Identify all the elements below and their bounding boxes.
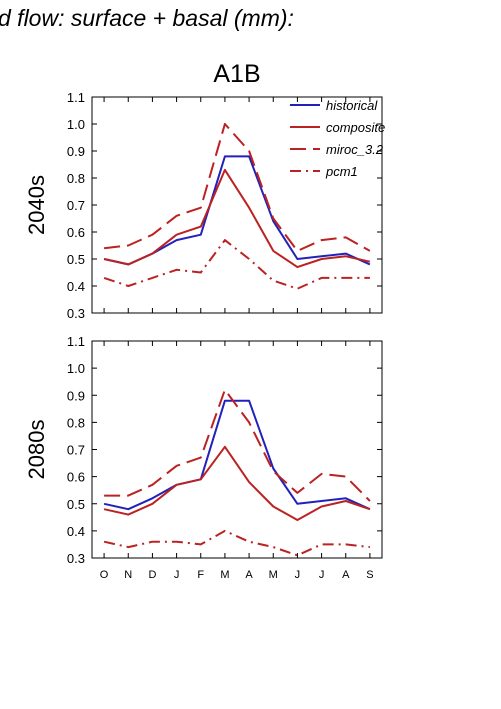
y-tick-label: 0.3 — [67, 551, 85, 566]
x-tick-label: S — [366, 569, 373, 581]
plot-frame — [91, 340, 383, 559]
y-tick-label: 1.1 — [67, 334, 85, 349]
y-tick-label: 0.6 — [67, 225, 85, 240]
chart-panel-2040s: 0.3 0.4 0.5 0.6 0.7 0.8 0.9 1.0 1.1 2040s historic… — [24, 90, 385, 321]
y-tick-label: 1.0 — [67, 117, 85, 132]
y-tick-label: 0.6 — [67, 470, 85, 485]
figure-header: d flow: surface + basal (mm): — [0, 5, 294, 31]
scenario-title: A1B — [213, 60, 260, 88]
y-tick-label: 0.4 — [67, 279, 85, 294]
y-tick-label: 0.9 — [67, 388, 85, 403]
y-tick-label: 0.8 — [67, 415, 85, 430]
x-tick-label: N — [124, 569, 132, 581]
x-tick-label: O — [100, 569, 109, 581]
chart-panel-2080s: 0.3 0.4 0.5 0.6 0.7 0.8 0.9 1.0 1.1 O N D J F M A M J J A S 2… — [24, 334, 383, 581]
y-tick-label: 0.8 — [67, 171, 85, 186]
y-tick-label: 0.4 — [67, 524, 85, 539]
series-line — [103, 239, 370, 290]
series-line — [103, 399, 371, 511]
series-line — [103, 445, 371, 521]
y-tick-label: 0.7 — [67, 443, 85, 458]
legend-label: miroc_3.2 — [326, 142, 384, 157]
x-tick-label: M — [220, 569, 229, 581]
x-tick-label: J — [319, 569, 325, 581]
y-tick-label: 0.7 — [67, 198, 85, 213]
legend-label: composite — [326, 120, 385, 135]
panel-label: 2080s — [24, 420, 49, 480]
y-tick-label: 0.5 — [67, 252, 85, 267]
x-tick-label: F — [197, 569, 204, 581]
series-line — [103, 168, 371, 269]
y-tick-label: 1.1 — [67, 90, 85, 105]
series-line — [103, 529, 371, 557]
x-tick-label: A — [245, 569, 253, 581]
x-tick-label: M — [269, 569, 278, 581]
y-tick-label: 1.0 — [67, 361, 85, 376]
y-tick-label: 0.5 — [67, 497, 85, 512]
x-tick-label: D — [148, 569, 156, 581]
x-tick-label: A — [342, 569, 350, 581]
panel-label: 2040s — [24, 175, 49, 235]
series-line — [103, 123, 371, 252]
legend-label: historical — [326, 98, 378, 113]
y-tick-label: 0.3 — [67, 306, 85, 321]
y-tick-label: 0.9 — [67, 144, 85, 159]
x-tick-label: J — [174, 569, 180, 581]
legend-label: pcm1 — [325, 164, 358, 179]
x-tick-label: J — [295, 569, 301, 581]
series-line — [104, 388, 371, 502]
